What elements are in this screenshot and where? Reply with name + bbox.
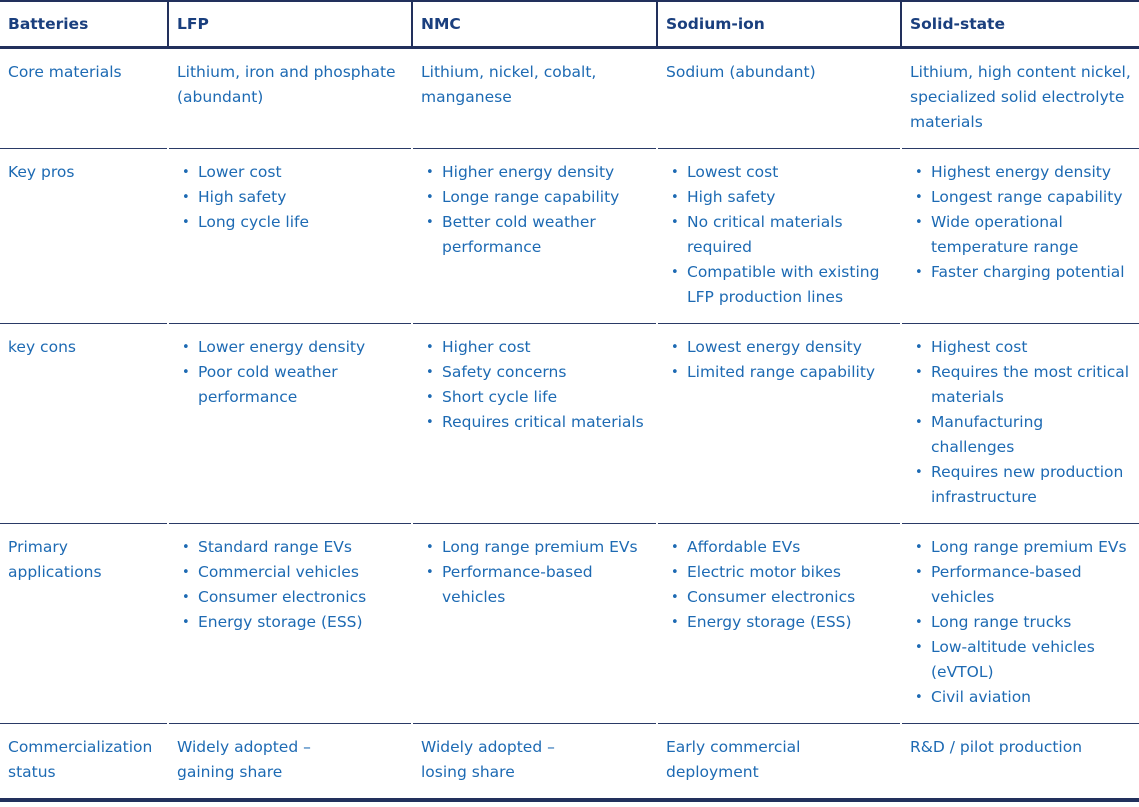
bullet-list: Lowest energy density Limited range capa… (666, 335, 892, 385)
row-label-primary-applications: Primary applications (0, 523, 168, 724)
bullet-item: Consumer electronics (666, 585, 892, 610)
bullet-list: Lower cost High safety Long cycle life (177, 160, 403, 235)
cell-core-materials-nmc: Lithium, nickel, cobalt, manganese (411, 47, 657, 149)
bullet-list: Higher energy density Longe range capabi… (421, 160, 648, 260)
bullet-item: Long range premium EVs (421, 535, 648, 560)
bullet-item: Standard range EVs (177, 535, 403, 560)
bullet-item: Electric motor bikes (666, 560, 892, 585)
table-header-row: Batteries LFP NMC Sodium-ion Solid-state (0, 0, 1139, 49)
cell-primary-applications-sodium-ion: Affordable EVs Electric motor bikes Cons… (656, 523, 901, 724)
cell-core-materials-lfp: Lithium, iron and phosphate (abundant) (167, 47, 412, 149)
bullet-list: Long range premium EVs Performance-based… (910, 535, 1131, 710)
column-header-solid-state: Solid-state (900, 0, 1139, 49)
bullet-item: Compatible with existing LFP production … (666, 260, 892, 310)
cell-commercialization-lfp: Widely adopted – gaining share (167, 723, 412, 802)
cell-key-cons-lfp: Lower energy density Poor cold weather p… (167, 323, 412, 524)
bullet-list: Highest energy density Longest range cap… (910, 160, 1131, 285)
bullet-item: Energy storage (ESS) (177, 610, 403, 635)
bullet-item: Poor cold weather performance (177, 360, 403, 410)
bullet-item: Higher cost (421, 335, 648, 360)
table-row-primary-applications: Primary applications Standard range EVs … (0, 523, 1139, 724)
cell-primary-applications-lfp: Standard range EVs Commercial vehicles C… (167, 523, 412, 724)
table-row-core-materials: Core materials Lithium, iron and phospha… (0, 47, 1139, 149)
cell-key-pros-nmc: Higher energy density Longe range capabi… (411, 148, 657, 324)
bullet-item: Commercial vehicles (177, 560, 403, 585)
bullet-item: Lowest cost (666, 160, 892, 185)
bullet-list: Lower energy density Poor cold weather p… (177, 335, 403, 410)
row-label-key-cons: key cons (0, 323, 168, 524)
cell-key-pros-solid-state: Highest energy density Longest range cap… (900, 148, 1139, 324)
bullet-item: Wide operational temperature range (910, 210, 1131, 260)
cell-key-cons-nmc: Higher cost Safety concerns Short cycle … (411, 323, 657, 524)
bullet-item: Civil aviation (910, 685, 1131, 710)
bullet-item: Better cold weather performance (421, 210, 648, 260)
bullet-item: Requires new production infrastructure (910, 460, 1131, 510)
bullet-item: Manufacturing challenges (910, 410, 1131, 460)
bullet-item: Requires the most critical materials (910, 360, 1131, 410)
bullet-item: Longe range capability (421, 185, 648, 210)
row-label-core-materials: Core materials (0, 47, 168, 149)
table-row-commercialization-status: Commercialization status Widely adopted … (0, 723, 1139, 802)
bullet-item: Long range trucks (910, 610, 1131, 635)
bullet-item: Affordable EVs (666, 535, 892, 560)
cell-key-pros-lfp: Lower cost High safety Long cycle life (167, 148, 412, 324)
bullet-list: Long range premium EVs Performance-based… (421, 535, 648, 610)
bullet-item: Highest energy density (910, 160, 1131, 185)
bullet-item: Low-altitude vehicles (eVTOL) (910, 635, 1131, 685)
bullet-item: Highest cost (910, 335, 1131, 360)
bullet-item: Long range premium EVs (910, 535, 1131, 560)
bullet-item: Short cycle life (421, 385, 648, 410)
bullet-item: Lower cost (177, 160, 403, 185)
table-row-key-cons: key cons Lower energy density Poor cold … (0, 323, 1139, 524)
bullet-item: Long cycle life (177, 210, 403, 235)
bullet-item: Higher energy density (421, 160, 648, 185)
cell-primary-applications-nmc: Long range premium EVs Performance-based… (411, 523, 657, 724)
bullet-item: Lower energy density (177, 335, 403, 360)
bullet-item: Performance-based vehicles (421, 560, 648, 610)
cell-commercialization-sodium-ion: Early commercial deployment (656, 723, 901, 802)
bullet-item: Requires critical materials (421, 410, 648, 435)
column-header-nmc: NMC (411, 0, 657, 49)
row-label-commercialization-status: Commercialization status (0, 723, 168, 802)
cell-core-materials-solid-state: Lithium, high content nickel, specialize… (900, 47, 1139, 149)
bullet-item: Safety concerns (421, 360, 648, 385)
column-header-sodium-ion: Sodium-ion (656, 0, 901, 49)
cell-key-pros-sodium-ion: Lowest cost High safety No critical mate… (656, 148, 901, 324)
bullet-item: No critical materials required (666, 210, 892, 260)
column-header-lfp: LFP (167, 0, 412, 49)
bullet-list: Lowest cost High safety No critical mate… (666, 160, 892, 310)
bottom-margin (0, 802, 1139, 807)
bullet-item: Performance-based vehicles (910, 560, 1131, 610)
cell-key-cons-sodium-ion: Lowest energy density Limited range capa… (656, 323, 901, 524)
cell-key-cons-solid-state: Highest cost Requires the most critical … (900, 323, 1139, 524)
row-label-key-pros: Key pros (0, 148, 168, 324)
bullet-item: Longest range capability (910, 185, 1131, 210)
bullet-item: Limited range capability (666, 360, 892, 385)
bullet-item: Energy storage (ESS) (666, 610, 892, 635)
bullet-item: Lowest energy density (666, 335, 892, 360)
bullet-item: Faster charging potential (910, 260, 1131, 285)
table-row-key-pros: Key pros Lower cost High safety Long cyc… (0, 148, 1139, 324)
column-header-batteries: Batteries (0, 0, 168, 49)
cell-commercialization-nmc: Widely adopted – losing share (411, 723, 657, 802)
bullet-list: Affordable EVs Electric motor bikes Cons… (666, 535, 892, 635)
cell-commercialization-solid-state: R&D / pilot production (900, 723, 1139, 802)
bullet-list: Standard range EVs Commercial vehicles C… (177, 535, 403, 635)
bullet-item: High safety (177, 185, 403, 210)
bullet-item: High safety (666, 185, 892, 210)
bullet-list: Higher cost Safety concerns Short cycle … (421, 335, 648, 435)
cell-primary-applications-solid-state: Long range premium EVs Performance-based… (900, 523, 1139, 724)
cell-core-materials-sodium-ion: Sodium (abundant) (656, 47, 901, 149)
bullet-list: Highest cost Requires the most critical … (910, 335, 1131, 510)
bullet-item: Consumer electronics (177, 585, 403, 610)
